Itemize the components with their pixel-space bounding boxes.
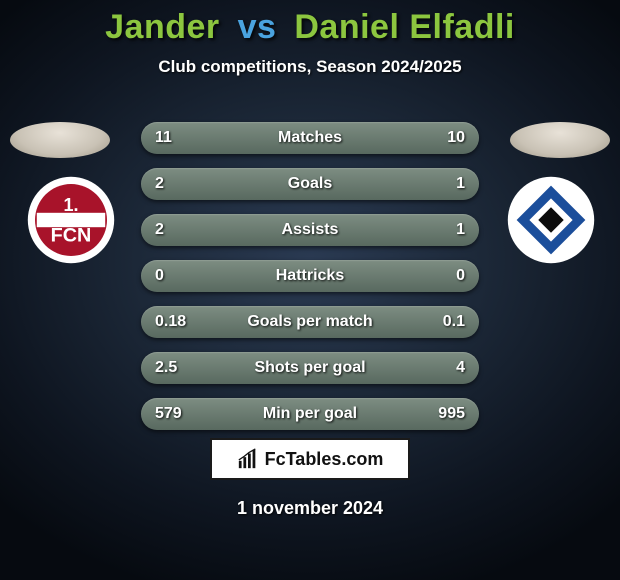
stat-label: Shots per goal <box>195 359 425 377</box>
stat-row: 2 Assists 1 <box>141 214 479 246</box>
hsv-crest-icon <box>506 175 596 265</box>
stat-left-value: 0 <box>155 267 195 285</box>
club-crest-left: 1. FCN <box>26 175 116 265</box>
stat-label: Goals per match <box>195 313 425 331</box>
stat-right-value: 1 <box>425 221 465 239</box>
stat-label: Matches <box>195 129 425 147</box>
stat-label: Goals <box>195 175 425 193</box>
stat-right-value: 0 <box>425 267 465 285</box>
fcn-crest-icon: 1. FCN <box>26 175 116 265</box>
bar-chart-icon <box>237 448 259 470</box>
stat-right-value: 1 <box>425 175 465 193</box>
stat-left-value: 2 <box>155 175 195 193</box>
date-text: 1 november 2024 <box>0 498 620 519</box>
comparison-card: Jander vs Daniel Elfadli Club competitio… <box>0 0 620 580</box>
subtitle-text: Club competitions, Season 2024/2025 <box>0 57 620 77</box>
vs-separator: vs <box>238 8 277 46</box>
player2-name: Daniel Elfadli <box>294 8 515 46</box>
stat-left-value: 2.5 <box>155 359 195 377</box>
stat-row: 2.5 Shots per goal 4 <box>141 352 479 384</box>
club-crest-right <box>506 175 596 265</box>
player1-silhouette <box>10 122 110 158</box>
svg-text:FCN: FCN <box>51 225 92 247</box>
stat-right-value: 4 <box>425 359 465 377</box>
stat-row: 579 Min per goal 995 <box>141 398 479 430</box>
stat-row: 0 Hattricks 0 <box>141 260 479 292</box>
stat-left-value: 579 <box>155 405 195 423</box>
brand-box: FcTables.com <box>210 438 410 480</box>
stats-rows: 11 Matches 10 2 Goals 1 2 Assists 1 0 Ha… <box>141 122 479 444</box>
page-title: Jander vs Daniel Elfadli <box>0 0 620 47</box>
svg-text:1.: 1. <box>63 195 78 215</box>
stat-label: Assists <box>195 221 425 239</box>
player2-silhouette <box>510 122 610 158</box>
stat-row: 2 Goals 1 <box>141 168 479 200</box>
stat-row: 0.18 Goals per match 0.1 <box>141 306 479 338</box>
stat-label: Min per goal <box>195 405 425 423</box>
brand-text: FcTables.com <box>265 449 384 470</box>
stat-right-value: 0.1 <box>425 313 465 331</box>
stat-left-value: 2 <box>155 221 195 239</box>
stat-row: 11 Matches 10 <box>141 122 479 154</box>
stat-left-value: 0.18 <box>155 313 195 331</box>
player1-name: Jander <box>105 8 220 46</box>
stat-right-value: 10 <box>425 129 465 147</box>
stat-right-value: 995 <box>425 405 465 423</box>
stat-left-value: 11 <box>155 129 195 147</box>
stat-label: Hattricks <box>195 267 425 285</box>
